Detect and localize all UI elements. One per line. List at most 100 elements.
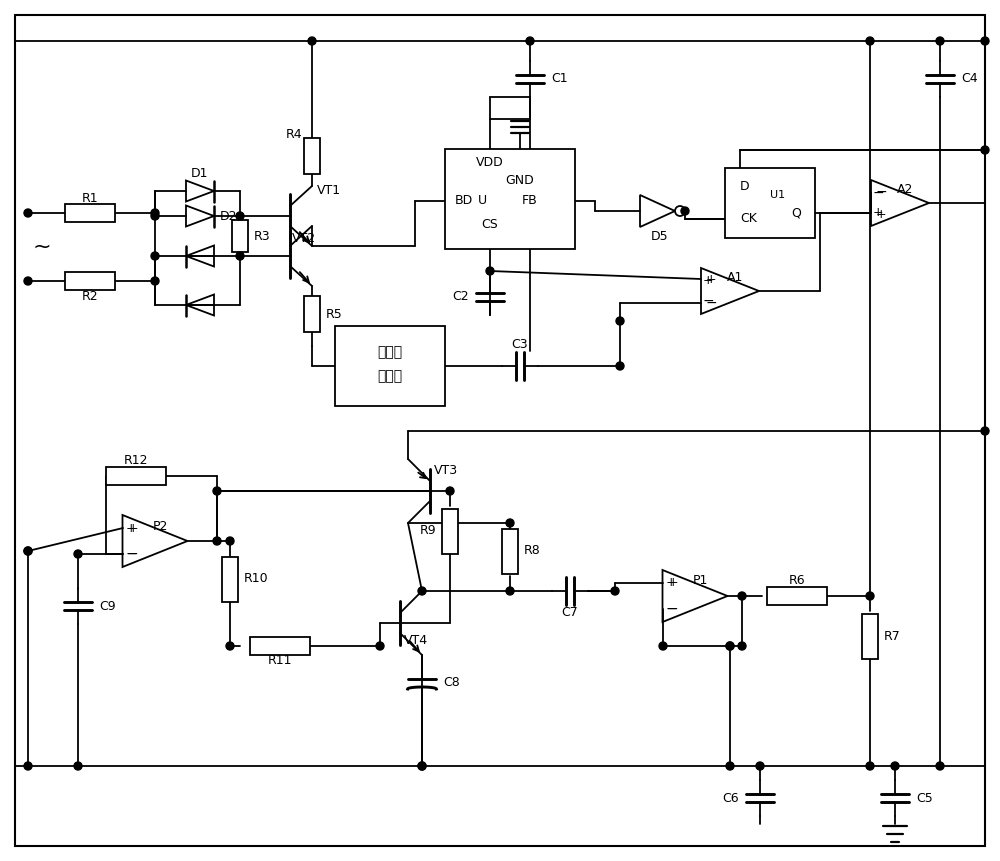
Text: +: + (127, 522, 138, 535)
Text: BD: BD (455, 195, 473, 208)
Bar (222, 556, 238, 602)
Circle shape (446, 487, 454, 495)
Bar (445, 149, 575, 249)
Circle shape (151, 209, 159, 217)
Text: R5: R5 (326, 307, 343, 320)
Text: VT1: VT1 (317, 184, 341, 197)
Circle shape (151, 277, 159, 285)
Circle shape (756, 762, 764, 770)
Circle shape (611, 587, 619, 595)
Text: 线性驱: 线性驱 (377, 345, 403, 359)
Bar (65, 204, 115, 222)
Text: FB: FB (522, 195, 538, 208)
Circle shape (226, 642, 234, 650)
Circle shape (74, 550, 82, 558)
Text: P2: P2 (152, 519, 168, 532)
Text: R9: R9 (419, 524, 436, 537)
Circle shape (151, 252, 159, 260)
Text: +: + (873, 207, 883, 220)
Text: 动电路: 动电路 (377, 369, 403, 383)
Text: −: − (667, 602, 678, 616)
Circle shape (891, 762, 899, 770)
Text: R6: R6 (789, 574, 805, 587)
Text: C9: C9 (99, 599, 116, 612)
Text: D2: D2 (220, 209, 238, 222)
Text: −: − (665, 602, 677, 616)
Circle shape (24, 277, 32, 285)
Text: P1: P1 (692, 574, 708, 587)
Text: VDD: VDD (476, 157, 504, 170)
Text: −: − (702, 294, 714, 308)
Bar (502, 529, 518, 573)
Circle shape (866, 762, 874, 770)
Text: +: + (667, 577, 678, 590)
Circle shape (616, 317, 624, 325)
Text: R1: R1 (82, 191, 98, 205)
Text: A1: A1 (727, 271, 743, 284)
Text: −: − (875, 184, 887, 199)
Text: CS: CS (482, 219, 498, 232)
Circle shape (236, 212, 244, 220)
Text: D1: D1 (191, 167, 209, 180)
Circle shape (506, 587, 514, 595)
Text: +: + (876, 208, 886, 221)
Text: R3: R3 (254, 230, 271, 243)
Bar (862, 614, 878, 659)
Text: VT4: VT4 (404, 635, 428, 647)
Circle shape (526, 37, 534, 45)
Bar (442, 509, 458, 554)
Circle shape (308, 37, 316, 45)
Text: R11: R11 (268, 654, 292, 667)
Bar (106, 467, 166, 485)
Circle shape (616, 362, 624, 370)
Circle shape (418, 587, 426, 595)
Circle shape (981, 146, 989, 154)
Text: C2: C2 (452, 290, 469, 303)
Circle shape (738, 592, 746, 600)
Bar (767, 587, 827, 605)
Circle shape (726, 642, 734, 650)
Bar (232, 220, 248, 252)
Circle shape (24, 547, 32, 555)
Circle shape (981, 37, 989, 45)
Circle shape (151, 212, 159, 220)
Circle shape (418, 762, 426, 770)
Text: +: + (126, 522, 136, 535)
Text: D5: D5 (651, 231, 669, 244)
Text: R8: R8 (524, 544, 541, 558)
Circle shape (213, 487, 221, 495)
Circle shape (681, 207, 689, 215)
Text: GND: GND (506, 175, 534, 188)
Circle shape (936, 762, 944, 770)
Circle shape (866, 592, 874, 600)
Bar (65, 272, 115, 290)
Bar (250, 637, 310, 655)
Text: C7: C7 (562, 606, 578, 619)
Text: −: − (705, 295, 717, 309)
Text: −: − (125, 547, 137, 561)
Text: R12: R12 (124, 455, 148, 468)
Text: VT3: VT3 (434, 464, 458, 478)
Circle shape (866, 37, 874, 45)
Circle shape (24, 209, 32, 217)
Text: −: − (872, 186, 884, 200)
Text: R2: R2 (82, 289, 98, 302)
Circle shape (738, 642, 746, 650)
Circle shape (226, 537, 234, 545)
Circle shape (24, 547, 32, 555)
Circle shape (981, 427, 989, 435)
Text: C6: C6 (722, 791, 739, 804)
Text: U1: U1 (770, 190, 786, 200)
Circle shape (726, 642, 734, 650)
Bar (304, 296, 320, 332)
Circle shape (506, 519, 514, 527)
Circle shape (659, 642, 667, 650)
Text: Q: Q (791, 207, 801, 220)
Text: R7: R7 (884, 629, 901, 642)
Text: +: + (703, 275, 713, 288)
Circle shape (74, 762, 82, 770)
Circle shape (486, 267, 494, 275)
Text: A2: A2 (897, 183, 913, 196)
Circle shape (236, 252, 244, 260)
Circle shape (418, 762, 426, 770)
